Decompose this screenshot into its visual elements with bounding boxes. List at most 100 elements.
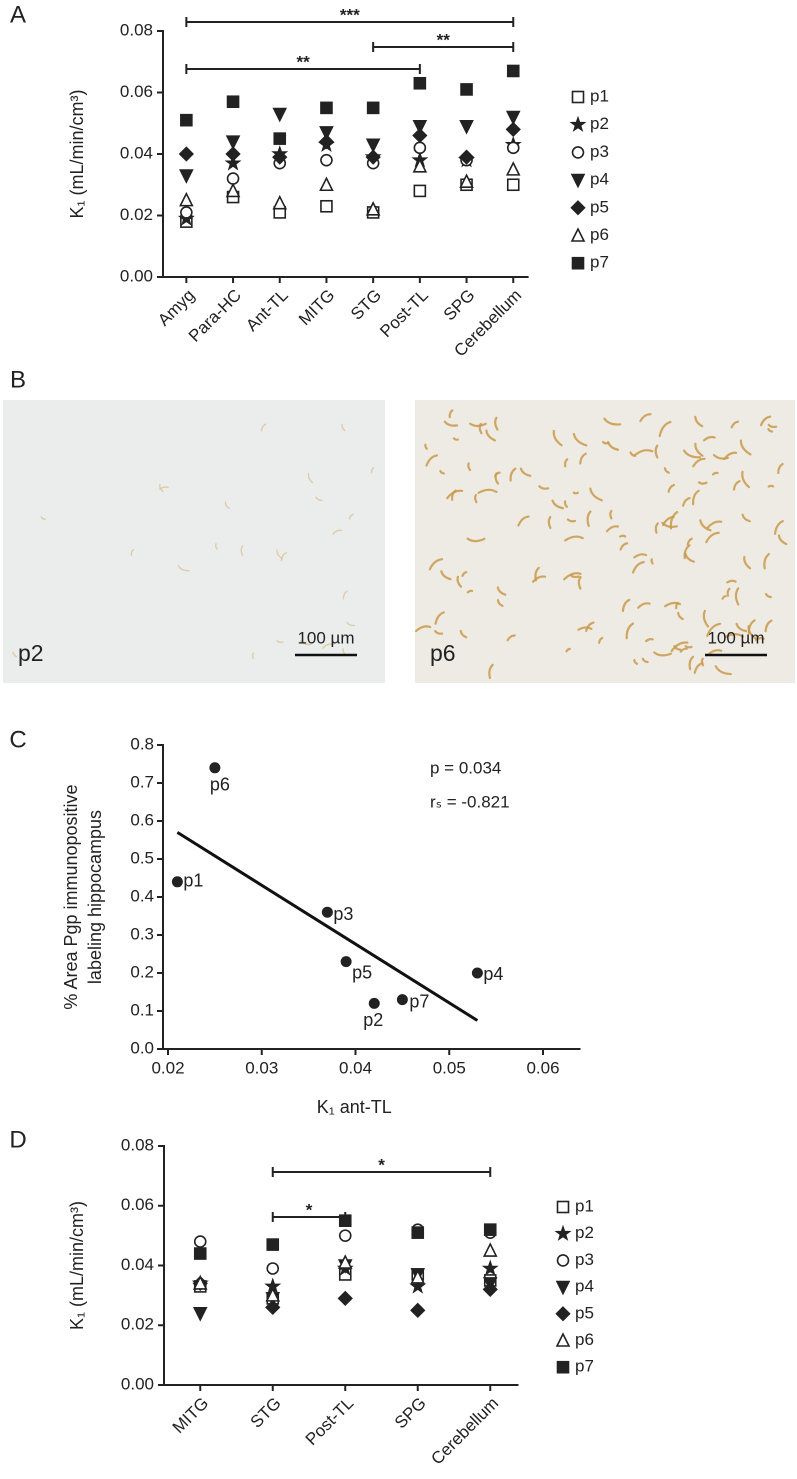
data-point	[320, 101, 333, 115]
vessel-stain	[637, 602, 651, 609]
data-point	[471, 967, 483, 979]
data-point	[338, 1229, 352, 1242]
y-tick-label: 0.2	[130, 962, 154, 981]
y-axis-title: labeling hippocampus	[85, 810, 105, 984]
data-point	[209, 762, 221, 774]
vessel-stain	[707, 649, 723, 656]
vessel-stain	[739, 439, 752, 456]
x-tick-label: SPG	[440, 286, 479, 325]
data-point	[266, 1238, 280, 1251]
data-point	[506, 64, 520, 78]
y-tick-label: 0.08	[120, 20, 153, 39]
data-point	[505, 161, 521, 176]
y-tick-label: 0.04	[120, 143, 153, 162]
significance-label: ***	[340, 5, 360, 24]
legend-marker	[555, 1280, 571, 1296]
legend-marker	[570, 200, 586, 216]
vessel-stain	[639, 413, 652, 423]
data-point	[272, 107, 288, 123]
vessel-stain	[735, 622, 748, 633]
y-tick-label: 0.02	[120, 205, 153, 224]
y-tick-label: 0.06	[120, 82, 153, 101]
y-tick-label: 0.04	[121, 1255, 154, 1274]
vessel-stain	[686, 537, 693, 546]
vessel-stain	[159, 483, 164, 493]
vessel-stain	[625, 622, 635, 640]
legend-label: p2	[590, 114, 609, 133]
data-point	[179, 191, 194, 207]
point-label: p7	[409, 991, 429, 1011]
vessel-stain	[688, 655, 695, 671]
vessel-stain	[741, 470, 751, 489]
data-point	[337, 1290, 353, 1306]
vessel-stain	[605, 525, 620, 533]
data-point	[225, 182, 241, 198]
vessel-stain	[669, 510, 679, 530]
vessel-stain	[224, 501, 230, 510]
data-point	[409, 1277, 427, 1294]
data-point	[413, 76, 427, 90]
vessel-stain	[563, 500, 569, 508]
vessel-stain	[321, 643, 334, 649]
data-point	[318, 134, 335, 150]
data-point	[412, 127, 428, 144]
x-tick-label: MITG	[169, 1394, 212, 1437]
significance-label: **	[437, 30, 451, 49]
legend-marker	[571, 90, 585, 104]
vessel-stain	[439, 469, 445, 475]
vessel-stain	[424, 443, 428, 450]
vessel-stain	[342, 590, 348, 600]
point-label: p5	[352, 962, 372, 982]
vessel-stain	[621, 598, 631, 613]
legend-label: p5	[590, 197, 609, 216]
data-point	[272, 149, 288, 165]
vessel-stain	[673, 645, 682, 651]
x-tick-label: 0.03	[245, 1058, 278, 1077]
data-point	[368, 997, 380, 1009]
vessel-stain	[654, 444, 659, 459]
vessel-stain	[299, 640, 312, 646]
y-tick-label: 0.00	[121, 1374, 154, 1393]
data-point	[225, 135, 241, 150]
panel-label: B	[10, 366, 26, 393]
legend-marker	[555, 1306, 571, 1322]
vessel-stain	[670, 641, 689, 653]
significance-label: *	[378, 1155, 385, 1174]
data-point	[265, 1299, 281, 1315]
vessel-stain	[730, 420, 740, 429]
y-tick-label: 0.4	[130, 886, 154, 905]
micrograph	[3, 400, 385, 683]
data-point	[482, 1281, 498, 1298]
vessel-stain	[577, 626, 593, 631]
x-tick-label: 0.05	[433, 1058, 466, 1077]
data-point	[180, 113, 193, 127]
vessel-stain	[551, 499, 565, 510]
vessel-stain	[467, 462, 472, 472]
data-point	[365, 201, 381, 216]
vessel-stain	[658, 420, 672, 438]
vessel-stain	[531, 575, 547, 583]
vessel-stain	[679, 647, 688, 653]
vessel-stain	[633, 659, 638, 665]
data-point	[320, 199, 333, 213]
vessel-stain	[494, 416, 499, 431]
vessel-stain	[702, 609, 710, 628]
vessel-stain	[506, 634, 516, 642]
data-point	[411, 1226, 425, 1239]
data-point	[505, 110, 521, 126]
vessel-stain	[563, 458, 569, 468]
vessel-stain	[280, 552, 288, 562]
data-point	[273, 132, 287, 145]
data-point	[459, 173, 474, 188]
vessel-stain	[566, 518, 577, 523]
data-point	[458, 149, 475, 165]
vessel-stain	[754, 636, 765, 641]
data-point	[319, 176, 334, 192]
vessel-stain	[598, 636, 604, 644]
vessel-stain	[488, 663, 494, 680]
data-point	[321, 906, 333, 918]
y-tick-label: 0.3	[130, 924, 154, 943]
vessel-stain	[315, 496, 323, 502]
annotation: p = 0.034	[430, 758, 501, 777]
